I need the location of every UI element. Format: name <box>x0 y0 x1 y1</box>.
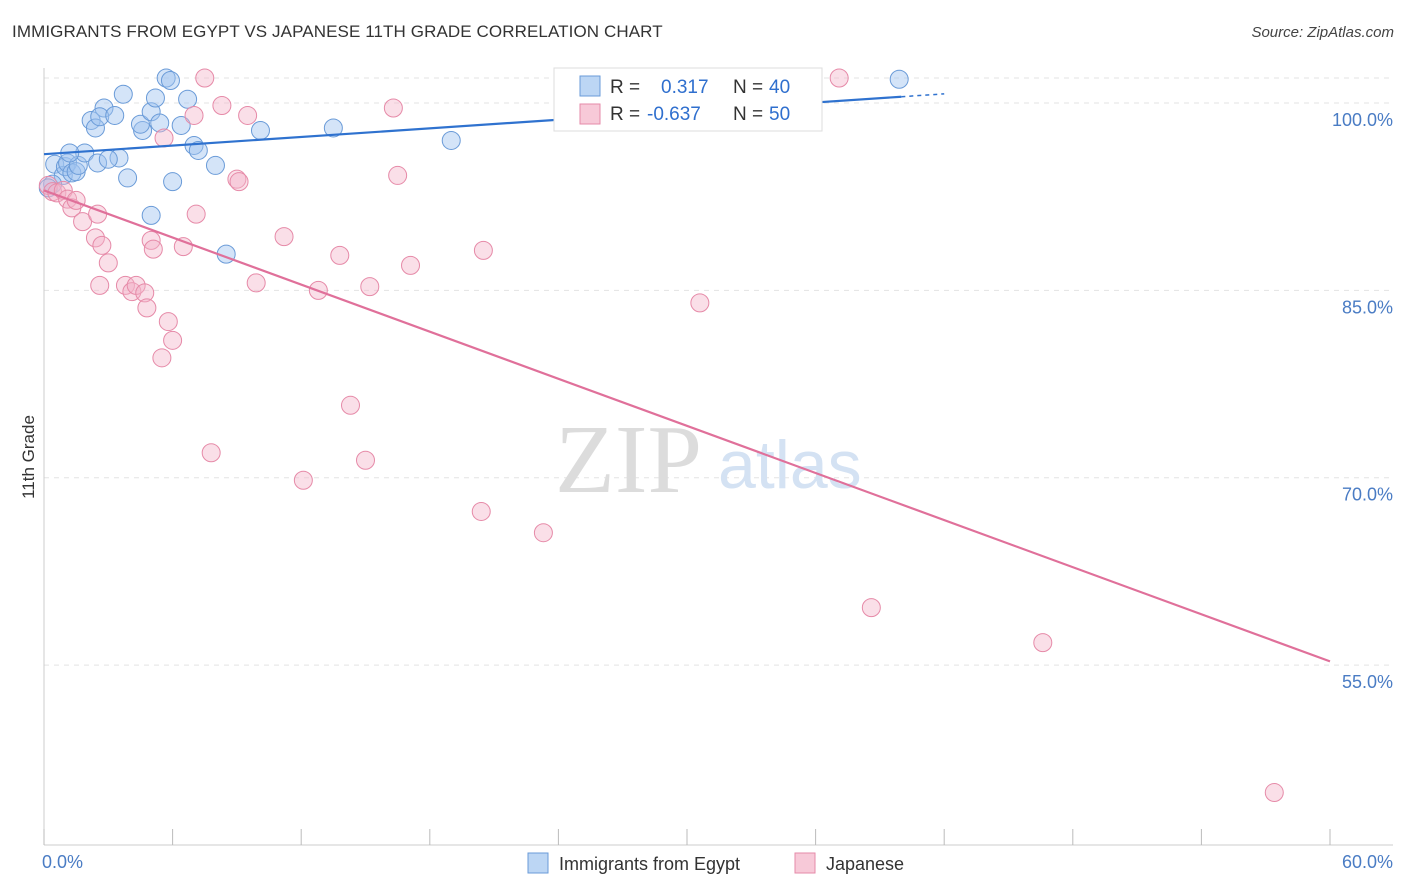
japanese-point-19 <box>143 239 163 259</box>
legend-r-label-japanese: R = <box>610 104 640 125</box>
japanese-point-16 <box>135 283 155 303</box>
egypt-point-27 <box>205 155 225 175</box>
japanese-point-47 <box>690 293 710 313</box>
egypt-point-28 <box>118 168 138 188</box>
y-axis-title: 11th Grade <box>19 415 38 499</box>
legend-n-label-japanese: N = <box>733 104 763 125</box>
egypt-point-13 <box>90 107 110 127</box>
egypt-trend-extension <box>901 93 945 98</box>
series-legend: Immigrants from Egypt Japanese <box>527 852 904 874</box>
japanese-point-11 <box>98 253 118 273</box>
legend-n-label-egypt: N = <box>733 77 763 98</box>
egypt-point-29 <box>141 205 161 225</box>
egypt-point-32 <box>323 118 343 138</box>
egypt-point-23 <box>171 115 191 135</box>
egypt-point-33 <box>441 130 461 150</box>
japanese-point-41 <box>383 98 403 118</box>
egypt-point-38 <box>98 149 118 169</box>
egypt-point-22 <box>160 70 180 90</box>
japanese-point-31 <box>229 172 249 192</box>
japanese-point-44 <box>471 501 491 521</box>
y-tick-label-3: 55.0% <box>1342 672 1393 692</box>
egypt-point-35 <box>163 172 183 192</box>
japanese-point-51 <box>829 68 849 88</box>
japanese-point-28 <box>201 443 221 463</box>
egypt-point-12 <box>94 98 114 118</box>
y-tick-labels: 100.0% 85.0% 70.0% 55.0% <box>1332 110 1393 692</box>
egypt-point-24 <box>178 89 198 109</box>
japanese-point-34 <box>274 227 294 247</box>
japanese-point-26 <box>186 204 206 224</box>
japanese-point-45 <box>473 240 493 260</box>
japanese-point-48 <box>861 598 881 618</box>
japanese-point-27 <box>195 68 215 88</box>
japanese-point-35 <box>293 470 313 490</box>
japanese-point-37 <box>330 245 350 265</box>
chart-source: Source: ZipAtlas.com <box>1251 24 1394 41</box>
y-tick-label-0: 100.0% <box>1332 110 1393 130</box>
series-legend-swatch-japanese <box>794 852 816 874</box>
watermark-zip: ZIP <box>555 406 702 514</box>
japanese-point-12 <box>90 275 110 295</box>
legend-r-label-egypt: R = <box>610 77 640 98</box>
japanese-point-46 <box>533 523 553 543</box>
y-tick-label-2: 70.0% <box>1342 485 1393 505</box>
legend-swatch-egypt <box>579 75 601 97</box>
egypt-point-34 <box>889 69 909 89</box>
series-legend-label-egypt: Immigrants from Egypt <box>559 854 740 874</box>
japanese-point-38 <box>340 395 360 415</box>
japanese-point-32 <box>238 105 258 125</box>
japanese-point-22 <box>158 312 178 332</box>
egypt-point-14 <box>105 105 125 125</box>
series-legend-label-japanese: Japanese <box>826 854 904 874</box>
japanese-point-25 <box>184 105 204 125</box>
gridlines <box>44 77 1393 666</box>
y-tick-label-1: 85.0% <box>1342 297 1393 317</box>
japanese-point-40 <box>360 277 380 297</box>
egypt-point-15 <box>113 84 133 104</box>
japanese-point-33 <box>246 273 266 293</box>
legend-n-value-egypt: 40 <box>769 77 790 98</box>
egypt-point-11 <box>85 118 105 138</box>
x-ticks <box>43 829 1331 845</box>
japanese-point-8 <box>85 228 105 248</box>
japanese-point-43 <box>401 255 421 275</box>
japanese-point-42 <box>388 165 408 185</box>
egypt-point-31 <box>250 120 270 140</box>
japanese-point-50 <box>1264 783 1284 803</box>
japanese-point-49 <box>1033 633 1053 653</box>
series-egypt-points <box>38 68 909 264</box>
egypt-point-20 <box>150 113 170 133</box>
chart-title: IMMIGRANTS FROM EGYPT VS JAPANESE 11TH G… <box>12 22 663 41</box>
japanese-point-23 <box>163 330 183 350</box>
series-japanese-points <box>38 68 1284 803</box>
japanese-trend-line <box>43 189 1331 663</box>
japanese-point-17 <box>137 298 157 318</box>
x-tick-label-right: 60.0% <box>1342 852 1393 872</box>
egypt-point-17 <box>130 114 150 134</box>
series-legend-swatch-egypt <box>527 852 549 874</box>
x-tick-label-left: 0.0% <box>42 852 83 872</box>
japanese-point-39 <box>356 450 375 470</box>
watermark: ZIP atlas <box>555 406 862 514</box>
japanese-point-7 <box>73 212 93 232</box>
egypt-point-26 <box>188 140 208 160</box>
egypt-point-19 <box>145 88 165 108</box>
egypt-point-37 <box>88 153 108 173</box>
legend-n-value-japanese: 50 <box>769 104 790 125</box>
watermark-atlas: atlas <box>718 427 862 503</box>
japanese-point-29 <box>212 95 232 115</box>
legend-swatch-japanese <box>579 103 601 125</box>
japanese-point-21 <box>154 128 174 148</box>
legend-r-value-egypt: 0.317 <box>661 77 709 98</box>
stats-legend: R = 0.317 N = 40 R = -0.637 N = 50 <box>553 67 823 132</box>
axes <box>43 68 1393 846</box>
japanese-point-10 <box>92 235 112 255</box>
legend-r-value-japanese: -0.637 <box>647 104 701 125</box>
japanese-point-30 <box>227 169 247 189</box>
japanese-point-20 <box>152 348 172 368</box>
